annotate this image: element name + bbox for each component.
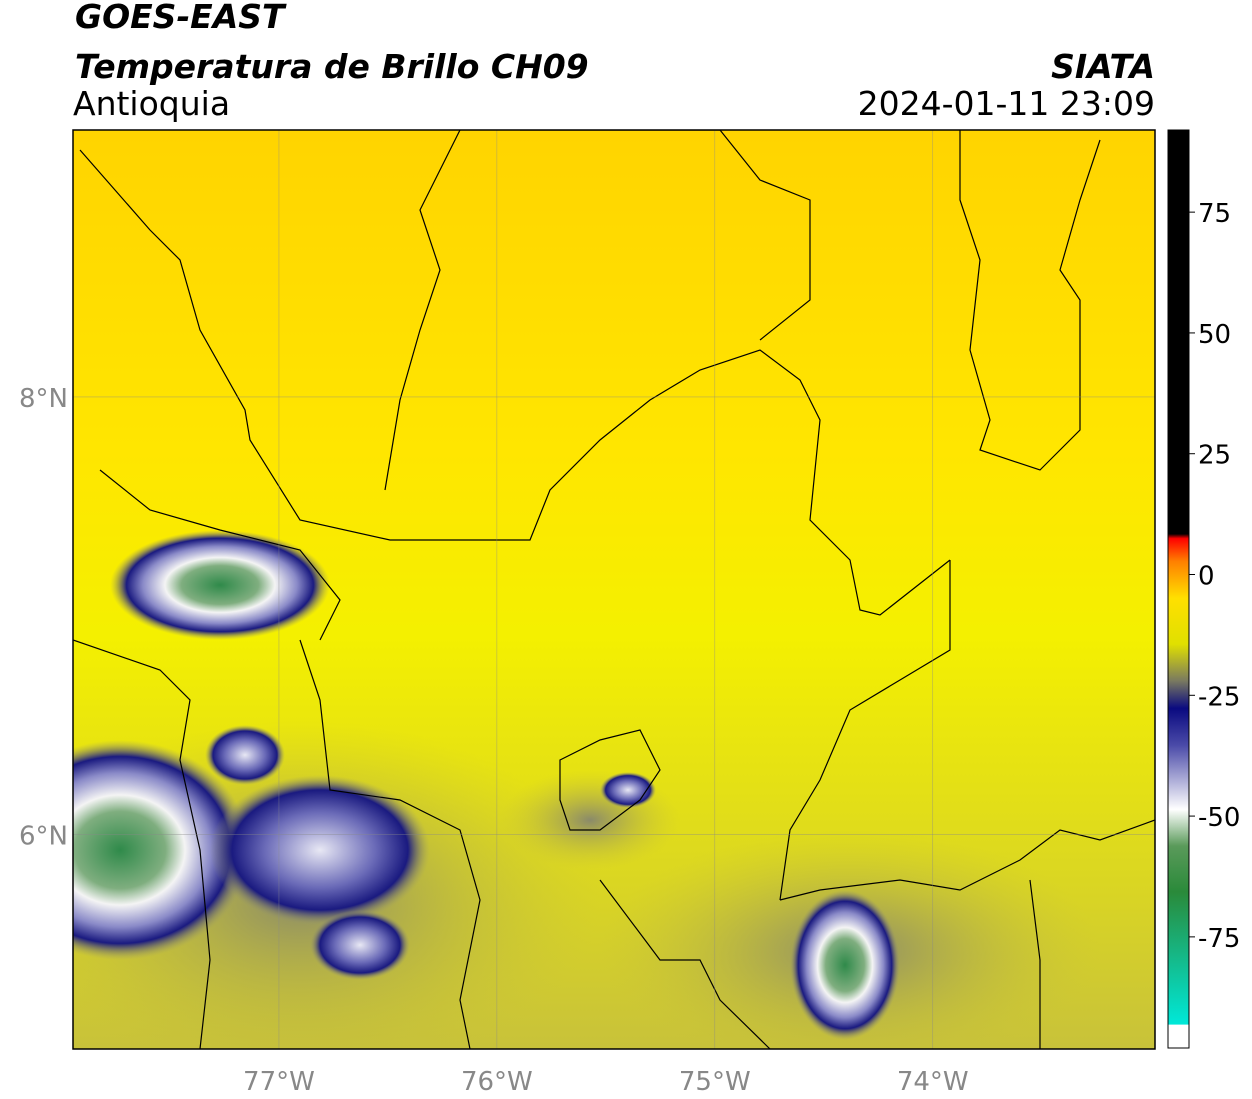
subtitle: Temperatura de Brillo CH09 [75, 47, 589, 86]
grid [73, 130, 1155, 1049]
y-tick-label: 6°N [19, 822, 68, 852]
colorbar-tick-label: -50 [1198, 803, 1240, 833]
colorbar-ticks: 75 50 25 0 -25 -50 -75 [1189, 199, 1240, 954]
y-tick-label: 8°N [19, 384, 68, 414]
colorbar-tick-label: 50 [1198, 320, 1231, 350]
x-tick-label: 74°W [897, 1067, 969, 1097]
colorbar [1167, 129, 1190, 1049]
colorbar-tick-label: -75 [1198, 924, 1240, 954]
region: Antioquia [73, 84, 230, 123]
colorbar-tick-label: 0 [1198, 562, 1215, 592]
map-image [73, 130, 1155, 1049]
map-frame [72, 129, 1156, 1050]
x-tick-label: 77°W [243, 1067, 315, 1097]
datetime: 2024-01-11 23:09 [858, 84, 1155, 123]
source: SIATA [1051, 47, 1155, 86]
x-tick-label: 75°W [679, 1067, 751, 1097]
title: GOES-EAST [75, 0, 287, 36]
x-tick-label: 76°W [461, 1067, 533, 1097]
colorbar-tick-label: 25 [1198, 441, 1231, 471]
colorbar-tick-label: 75 [1198, 199, 1231, 229]
colorbar-tick-label: -25 [1198, 682, 1240, 712]
